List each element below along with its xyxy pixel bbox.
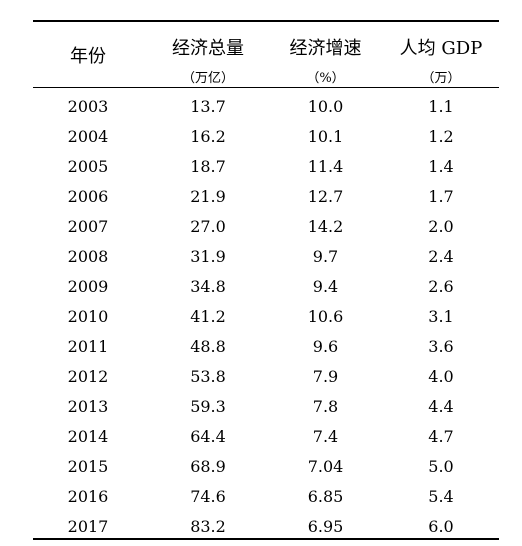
table-row: 2006 21.9 12.7 1.7 <box>33 180 499 210</box>
table-row: 2010 41.2 10.6 3.1 <box>33 300 499 330</box>
cell-growth: 9.4 <box>312 277 339 296</box>
table-row: 2005 18.7 11.4 1.4 <box>33 150 499 180</box>
cell-growth: 7.9 <box>312 367 339 386</box>
cell-per-capita: 1.1 <box>428 97 454 116</box>
cell-per-capita: 2.6 <box>428 277 454 296</box>
cell-year: 2010 <box>67 307 109 326</box>
cell-growth: 9.6 <box>312 337 339 356</box>
cell-per-capita: 2.0 <box>428 217 454 236</box>
cell-per-capita: 4.4 <box>428 397 454 416</box>
table-row: 2014 64.4 7.4 4.7 <box>33 420 499 450</box>
cell-year: 2008 <box>67 247 109 266</box>
cell-year: 2004 <box>67 127 109 146</box>
header-growth: 经济增速 <box>289 38 362 59</box>
cell-total: 18.7 <box>190 157 226 176</box>
cell-total: 21.9 <box>190 187 226 206</box>
cell-total: 83.2 <box>190 517 226 536</box>
cell-total: 68.9 <box>190 457 226 476</box>
cell-growth: 11.4 <box>307 157 344 176</box>
table-row: 2003 13.7 10.0 1.1 <box>33 90 499 120</box>
header-per-capita: 人均 GDP <box>399 38 483 59</box>
cell-growth: 6.85 <box>307 487 344 506</box>
table-row: 2009 34.8 9.4 2.6 <box>33 270 499 300</box>
table-header: 年份 经济总量 （万亿） 经济增速 （%） 人均 GDP （万） <box>33 20 499 87</box>
cell-per-capita: 4.0 <box>428 367 454 386</box>
cell-total: 48.8 <box>190 337 226 356</box>
cell-total: 64.4 <box>190 427 226 446</box>
header-per-capita-unit: （万） <box>421 71 461 86</box>
cell-per-capita: 3.1 <box>428 307 454 326</box>
cell-total: 27.0 <box>190 217 226 236</box>
cell-per-capita: 1.7 <box>428 187 454 206</box>
cell-growth: 9.7 <box>312 247 339 266</box>
cell-per-capita: 5.4 <box>428 487 454 506</box>
header-year: 年份 <box>70 46 106 67</box>
table-row: 2011 48.8 9.6 3.6 <box>33 330 499 360</box>
cell-year: 2003 <box>67 97 109 116</box>
cell-growth: 7.04 <box>307 457 344 476</box>
cell-growth: 10.6 <box>307 307 344 326</box>
cell-year: 2006 <box>67 187 109 206</box>
cell-growth: 7.8 <box>312 397 339 416</box>
header-total-unit: （万亿） <box>181 71 234 86</box>
cell-per-capita: 1.2 <box>428 127 454 146</box>
table-row: 2004 16.2 10.1 1.2 <box>33 120 499 150</box>
cell-year: 2015 <box>67 457 109 476</box>
table-header-rule <box>33 87 499 88</box>
table-row: 2017 83.2 6.95 6.0 <box>33 510 499 540</box>
cell-total: 74.6 <box>190 487 226 506</box>
table-top-rule <box>33 20 499 22</box>
cell-year: 2005 <box>67 157 109 176</box>
table-row: 2007 27.0 14.2 2.0 <box>33 210 499 240</box>
cell-growth: 6.95 <box>307 517 344 536</box>
table-row: 2008 31.9 9.7 2.4 <box>33 240 499 270</box>
table-row: 2013 59.3 7.8 4.4 <box>33 390 499 420</box>
header-total: 经济总量 <box>172 38 244 59</box>
cell-year: 2012 <box>67 367 109 386</box>
cell-per-capita: 1.4 <box>428 157 454 176</box>
cell-year: 2016 <box>67 487 109 506</box>
cell-per-capita: 6.0 <box>428 517 454 536</box>
cell-growth: 10.1 <box>307 127 344 146</box>
cell-per-capita: 2.4 <box>428 247 454 266</box>
table-body: 2003 13.7 10.0 1.1 2004 16.2 10.1 1.2 2005 18.7 11… <box>33 90 499 540</box>
cell-total: 41.2 <box>190 307 226 326</box>
cell-year: 2013 <box>67 397 109 416</box>
table-row: 2015 68.9 7.04 5.0 <box>33 450 499 480</box>
cell-growth: 14.2 <box>307 217 344 236</box>
cell-year: 2014 <box>67 427 109 446</box>
cell-year: 2011 <box>67 337 109 356</box>
cell-year: 2009 <box>67 277 109 296</box>
cell-per-capita: 3.6 <box>428 337 454 356</box>
cell-year: 2007 <box>67 217 109 236</box>
cell-total: 13.7 <box>190 97 226 116</box>
cell-total: 53.8 <box>190 367 226 386</box>
cell-total: 59.3 <box>190 397 226 416</box>
cell-total: 34.8 <box>190 277 226 296</box>
cell-growth: 10.0 <box>307 97 344 116</box>
table-row: 2016 74.6 6.85 5.4 <box>33 480 499 510</box>
cell-per-capita: 4.7 <box>428 427 454 446</box>
cell-growth: 7.4 <box>312 427 339 446</box>
cell-total: 16.2 <box>190 127 226 146</box>
cell-per-capita: 5.0 <box>428 457 454 476</box>
cell-year: 2017 <box>67 517 109 536</box>
header-growth-unit: （%） <box>306 71 345 86</box>
table-row: 2012 53.8 7.9 4.0 <box>33 360 499 390</box>
table-bottom-rule <box>33 538 499 540</box>
cell-growth: 12.7 <box>307 187 344 206</box>
cell-total: 31.9 <box>190 247 226 266</box>
